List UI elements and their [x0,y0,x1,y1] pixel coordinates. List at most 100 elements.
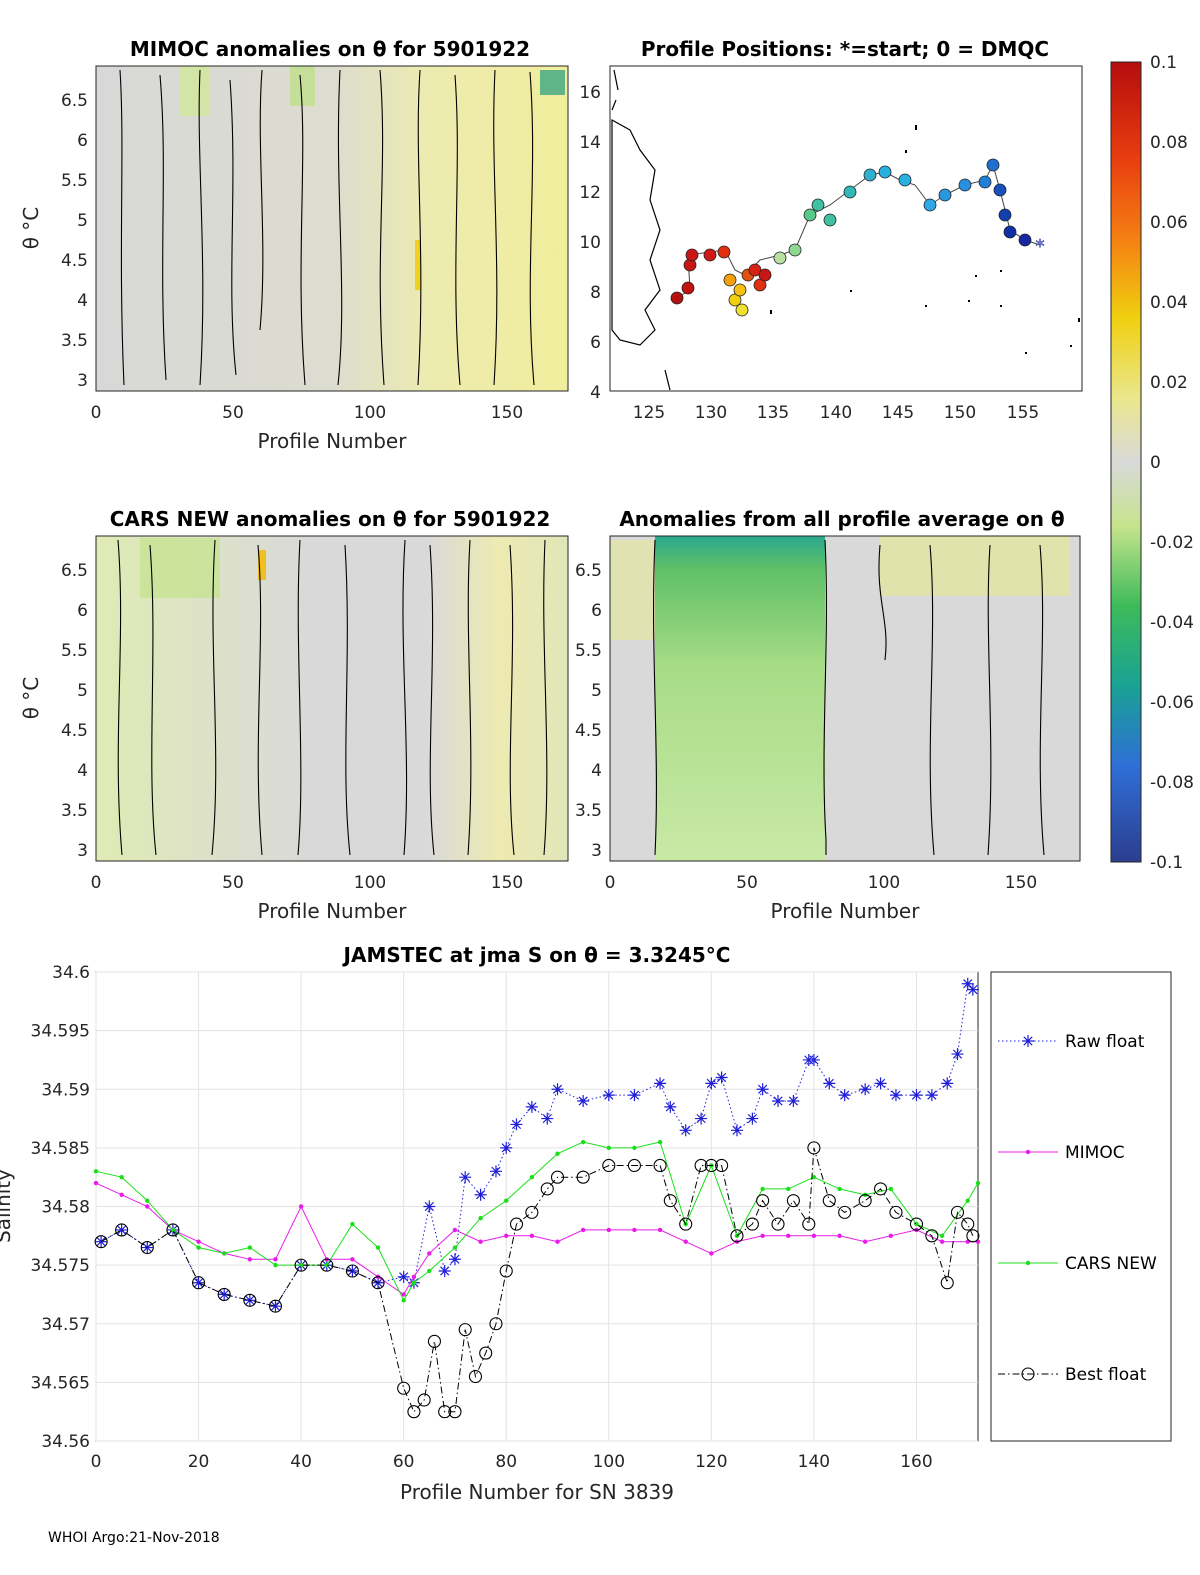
cars-ytick: 5 [77,681,88,701]
x-tick-label: 80 [495,1452,517,1472]
cars-new-point [401,1298,406,1303]
positions-panel: Profile Positions: *=start; 0 = DMQC [579,37,1083,423]
footer-text: WHOI Argo:21-Nov-2018 [48,1530,220,1546]
mimoc-point [504,1233,509,1239]
mimoc-point [427,1251,432,1256]
legend-label: Raw float [1065,1032,1145,1052]
y-tick-label: 34.6 [52,963,90,983]
legend-label: MIMOC [1065,1143,1125,1163]
positions-xtick: 155 [1007,403,1039,423]
mimoc-xlabel: Profile Number [258,429,408,453]
best-float-point [771,1217,785,1231]
positions-ytick: 6 [590,333,601,353]
allavg-ytick: 4.5 [575,721,602,741]
legend: Raw float MIMOC CARS NEW Best float [998,1032,1157,1385]
mimoc-panel: MIMOC anomalies on θ for 5901922 θ °C Pr… [19,37,569,453]
best-float-point [807,1141,821,1155]
cars-xtick: 150 [491,873,523,893]
cars-ytick: 6.5 [61,561,88,581]
legend-marker [1025,1149,1031,1155]
cars-axes-box [95,535,569,862]
salinity-grid [95,971,978,1442]
colorbar-tick: 0.08 [1150,133,1188,153]
cars-ylabel: θ °C [19,677,43,720]
raw-float-point [910,1089,923,1102]
allavg-xtick: 0 [605,873,616,893]
best-float-line [100,1147,974,1413]
y-tick-label: 34.565 [31,1373,90,1393]
x-tick-label: 20 [188,1452,210,1472]
best-float-point [786,1194,800,1208]
y-tick-label: 34.57 [41,1315,90,1335]
salinity-xlabel: Profile Number for SN 3839 [400,1480,674,1504]
cars-new-point [375,1245,381,1250]
cars-new-series [93,1139,981,1303]
x-tick-label: 140 [798,1452,830,1472]
best-float-point [115,1223,129,1237]
positions-ytick: 12 [579,183,601,203]
y-tick-label: 34.575 [31,1256,90,1276]
salinity-title: JAMSTEC at jma S on θ = 3.3245°C [342,943,731,967]
cars-new-point [606,1145,611,1151]
x-tick-label: 100 [593,1452,625,1472]
y-tick-label: 34.59 [41,1080,90,1100]
legend-item-best-float: Best float [998,1365,1147,1385]
raw-float-point [705,1077,718,1090]
raw-float-point [577,1094,590,1107]
best-float-point [889,1205,903,1219]
raw-float-point [218,1288,231,1301]
best-float-point [550,1170,565,1184]
best-float-point [525,1205,539,1219]
mimoc-series [93,1180,981,1297]
raw-float-point [730,1124,743,1137]
y-tick-label: 34.58 [41,1198,90,1218]
best-float-point [140,1240,154,1255]
legend-marker [1021,1367,1035,1381]
cars-new-point [452,1245,458,1250]
best-float-point [407,1405,421,1419]
cars-ytick: 5.5 [61,641,88,661]
salinity-xticks: 0 20 40 60 80 100 120 140 160 [91,1452,933,1472]
mimoc-point [145,1204,150,1209]
best-float-point [909,1217,924,1231]
mimoc-point [478,1239,483,1244]
y-tick-label: 34.585 [31,1139,90,1159]
mimoc-ytick: 6.5 [61,91,88,111]
cars-new-point [324,1262,329,1268]
mimoc-contours [119,69,535,386]
allavg-anomaly-patch [880,536,1070,596]
raw-float-point [525,1100,538,1113]
mimoc-point [811,1233,817,1239]
salinity-yticks: 34.6 34.595 34.59 34.585 34.58 34.575 34.57 34.… [31,963,90,1452]
best-float-point [417,1393,431,1407]
float-track: * [670,158,1045,317]
positions-xtick: 150 [944,403,976,423]
cars-new-point [247,1245,253,1250]
cars-new-point [350,1221,355,1227]
mimoc-point [196,1239,201,1244]
best-float-point [94,1235,108,1249]
legend-marker [1025,1260,1031,1266]
cars-xtick: 0 [91,873,102,893]
x-tick-label: 0 [91,1452,102,1472]
mimoc-point [247,1257,253,1262]
mimoc-point [939,1239,945,1244]
cars-title: CARS NEW anomalies on θ for 5901922 [110,507,551,531]
raw-float-point [459,1171,472,1184]
cars-ytick: 6 [77,601,88,621]
best-float-point [602,1158,616,1173]
colorbar-tick: 0.1 [1150,53,1177,73]
raw-float-point [500,1141,513,1154]
mimoc-point [888,1233,894,1239]
raw-float-point [269,1300,282,1313]
raw-float-point [838,1089,851,1102]
x-tick-label: 160 [900,1452,932,1472]
best-float-point [756,1194,770,1208]
legend-item-cars-new: CARS NEW [998,1254,1157,1274]
best-float-point [345,1264,359,1278]
best-float-point [427,1334,441,1348]
mimoc-xtick: 50 [222,403,244,423]
cars-new-point [580,1139,586,1145]
best-float-point [822,1194,836,1208]
mimoc-anomaly-patch [290,66,315,106]
